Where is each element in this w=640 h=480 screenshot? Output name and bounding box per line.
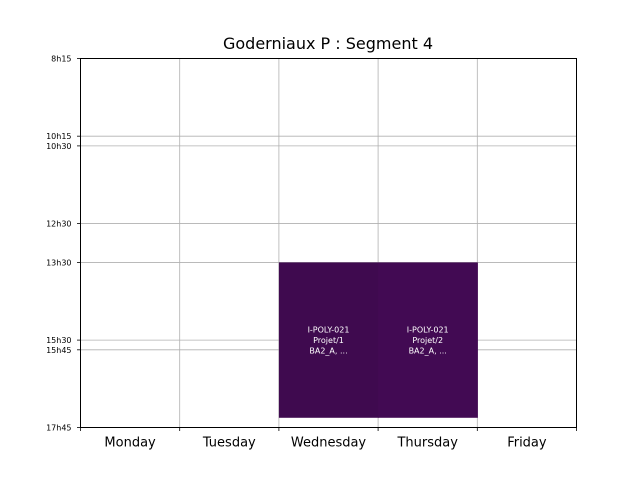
y-tick-label: 17h45 xyxy=(46,424,71,433)
y-tick-label: 10h15 xyxy=(46,132,71,141)
y-tick-label: 15h45 xyxy=(46,346,71,355)
x-axis: Monday Tuesday Wednesday Thursday Friday xyxy=(80,427,577,451)
event-label: I-POLY-021 xyxy=(308,326,350,335)
chart-title: Goderniaux P : Segment 4 xyxy=(223,34,433,53)
event-label: BA2_A, ... xyxy=(309,347,347,356)
x-tick-label: Wednesday xyxy=(291,436,367,451)
event-block xyxy=(378,262,478,418)
y-tick-label: 13h30 xyxy=(46,258,71,267)
x-tick-label: Thursday xyxy=(396,436,458,451)
event-label: Projet/2 xyxy=(412,336,443,345)
event-label: Projet/1 xyxy=(313,336,344,345)
y-tick-label: 15h30 xyxy=(46,336,71,345)
y-tick-label: 10h30 xyxy=(46,142,71,151)
x-tick-label: Friday xyxy=(507,436,547,451)
event-block xyxy=(278,262,379,418)
y-tick-label: 8h15 xyxy=(51,55,71,64)
event-label: BA2_A, ... xyxy=(409,347,447,356)
x-tick-label: Tuesday xyxy=(202,436,256,451)
event-label: I-POLY-021 xyxy=(407,326,449,335)
y-tick-label: 12h30 xyxy=(46,220,71,229)
x-tick-label: Monday xyxy=(104,436,156,451)
plot-frame xyxy=(80,58,577,428)
